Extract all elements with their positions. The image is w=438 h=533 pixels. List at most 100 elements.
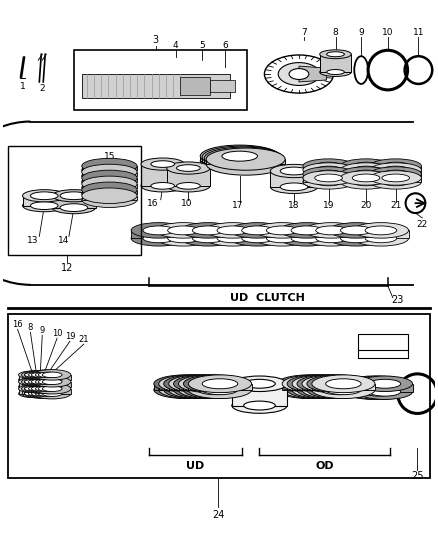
- Ellipse shape: [315, 170, 343, 178]
- Text: 11: 11: [413, 28, 424, 37]
- Bar: [358, 334, 408, 350]
- Ellipse shape: [230, 223, 285, 238]
- Ellipse shape: [282, 381, 346, 399]
- Ellipse shape: [167, 180, 210, 192]
- Text: 21: 21: [390, 201, 401, 210]
- Ellipse shape: [357, 384, 413, 399]
- Ellipse shape: [30, 375, 66, 385]
- Ellipse shape: [82, 168, 137, 184]
- Ellipse shape: [277, 375, 340, 393]
- Ellipse shape: [30, 202, 58, 209]
- Text: 2: 2: [39, 84, 45, 93]
- Ellipse shape: [38, 386, 58, 391]
- Ellipse shape: [151, 161, 175, 167]
- Ellipse shape: [28, 377, 61, 386]
- Polygon shape: [82, 184, 137, 188]
- Text: 19: 19: [323, 201, 334, 210]
- Ellipse shape: [280, 183, 308, 191]
- Ellipse shape: [206, 148, 285, 170]
- Ellipse shape: [35, 386, 53, 391]
- Ellipse shape: [306, 379, 342, 389]
- Ellipse shape: [188, 381, 251, 399]
- Ellipse shape: [340, 167, 392, 181]
- Polygon shape: [303, 174, 354, 178]
- Ellipse shape: [25, 384, 40, 389]
- Text: 15: 15: [104, 152, 115, 160]
- Polygon shape: [82, 196, 137, 200]
- Ellipse shape: [184, 381, 247, 399]
- Ellipse shape: [154, 375, 217, 393]
- Ellipse shape: [303, 163, 354, 177]
- Ellipse shape: [297, 381, 360, 399]
- Polygon shape: [328, 230, 384, 238]
- Ellipse shape: [192, 226, 224, 235]
- Polygon shape: [254, 230, 310, 238]
- Ellipse shape: [141, 180, 184, 192]
- Ellipse shape: [302, 381, 365, 399]
- Ellipse shape: [304, 231, 359, 246]
- Ellipse shape: [192, 379, 228, 389]
- Ellipse shape: [168, 226, 199, 235]
- Ellipse shape: [180, 231, 236, 246]
- Ellipse shape: [183, 385, 218, 395]
- Ellipse shape: [303, 171, 354, 185]
- Polygon shape: [52, 196, 95, 208]
- Ellipse shape: [169, 381, 232, 399]
- Ellipse shape: [30, 389, 66, 399]
- Text: 18: 18: [288, 201, 300, 210]
- Ellipse shape: [30, 377, 66, 387]
- Ellipse shape: [173, 381, 237, 399]
- Polygon shape: [180, 77, 210, 95]
- Ellipse shape: [321, 379, 356, 389]
- Ellipse shape: [370, 171, 421, 185]
- Ellipse shape: [32, 373, 49, 377]
- Polygon shape: [370, 166, 421, 170]
- Ellipse shape: [217, 226, 249, 235]
- Polygon shape: [28, 382, 61, 387]
- Ellipse shape: [32, 377, 49, 382]
- Ellipse shape: [177, 385, 213, 395]
- Polygon shape: [270, 171, 318, 187]
- Text: 14: 14: [58, 236, 70, 245]
- Polygon shape: [82, 190, 137, 194]
- Ellipse shape: [42, 391, 62, 397]
- Ellipse shape: [277, 381, 340, 399]
- Ellipse shape: [340, 175, 392, 189]
- Ellipse shape: [282, 375, 346, 393]
- Ellipse shape: [328, 231, 384, 246]
- Ellipse shape: [38, 377, 58, 383]
- Polygon shape: [22, 196, 66, 206]
- Polygon shape: [154, 384, 217, 390]
- Polygon shape: [303, 170, 354, 174]
- Polygon shape: [131, 230, 187, 238]
- Ellipse shape: [270, 164, 318, 177]
- Ellipse shape: [25, 389, 56, 398]
- Ellipse shape: [184, 375, 247, 393]
- Ellipse shape: [168, 234, 199, 243]
- Ellipse shape: [25, 379, 40, 384]
- Polygon shape: [28, 375, 61, 380]
- Ellipse shape: [320, 50, 351, 59]
- Ellipse shape: [33, 375, 71, 385]
- Polygon shape: [21, 389, 51, 394]
- Ellipse shape: [33, 383, 71, 394]
- Ellipse shape: [279, 223, 335, 238]
- Ellipse shape: [222, 151, 258, 161]
- Polygon shape: [340, 178, 392, 182]
- Ellipse shape: [169, 375, 232, 393]
- Ellipse shape: [340, 167, 392, 181]
- Ellipse shape: [82, 188, 137, 204]
- Ellipse shape: [303, 167, 354, 181]
- Ellipse shape: [365, 226, 397, 235]
- Ellipse shape: [33, 382, 71, 392]
- Ellipse shape: [291, 385, 327, 395]
- Ellipse shape: [25, 382, 56, 391]
- Ellipse shape: [42, 379, 62, 384]
- Polygon shape: [141, 164, 184, 186]
- Ellipse shape: [266, 226, 298, 235]
- Polygon shape: [25, 382, 56, 387]
- Polygon shape: [30, 389, 66, 394]
- Ellipse shape: [28, 389, 61, 398]
- Ellipse shape: [177, 379, 213, 389]
- Ellipse shape: [307, 375, 370, 393]
